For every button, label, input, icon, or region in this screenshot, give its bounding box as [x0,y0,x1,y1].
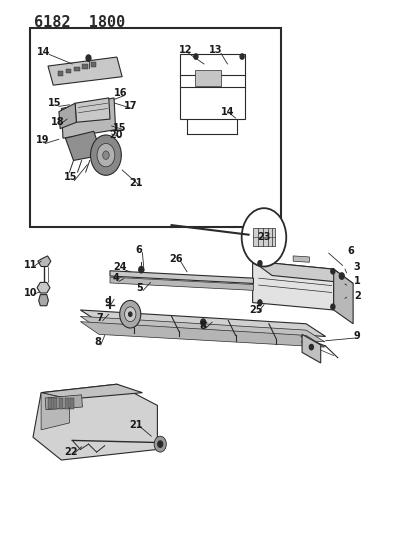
Circle shape [258,300,262,305]
Polygon shape [41,384,142,399]
Circle shape [124,307,136,321]
Bar [48,398,52,409]
Circle shape [194,54,198,59]
Circle shape [258,261,262,266]
Text: 6: 6 [135,245,142,255]
Text: 9: 9 [354,332,361,342]
Bar [82,64,88,69]
Text: 1: 1 [354,276,361,286]
Text: 10: 10 [24,288,37,298]
Text: 7: 7 [96,313,103,324]
Circle shape [103,151,109,159]
Circle shape [331,304,335,310]
Text: 14: 14 [37,47,51,56]
Text: 5: 5 [137,282,143,293]
Text: 3: 3 [354,262,361,271]
Bar [253,228,275,246]
Polygon shape [38,256,51,266]
Polygon shape [41,393,69,430]
Bar [53,398,57,409]
Bar [91,62,96,67]
Circle shape [240,54,244,59]
Polygon shape [33,384,157,460]
Bar [66,69,71,74]
Circle shape [86,55,91,61]
Text: 15: 15 [113,123,126,133]
Polygon shape [39,295,49,306]
Bar [58,71,63,76]
Bar [74,67,80,71]
Text: 12: 12 [179,45,193,55]
Text: 14: 14 [221,107,234,117]
Polygon shape [80,321,325,347]
Circle shape [120,301,141,328]
Circle shape [129,312,132,317]
Polygon shape [45,395,82,410]
Text: 13: 13 [209,45,223,55]
Bar [64,398,69,409]
Text: 23: 23 [257,232,271,243]
Circle shape [201,319,206,325]
Text: 21: 21 [129,419,143,430]
Text: 25: 25 [249,305,263,315]
Text: 8: 8 [94,337,101,347]
Text: 26: 26 [170,254,183,263]
Circle shape [309,344,313,350]
Text: 15: 15 [64,172,78,182]
Polygon shape [253,261,334,310]
Bar [70,398,74,409]
Text: 2: 2 [354,291,361,301]
Polygon shape [37,282,50,293]
Polygon shape [334,269,353,324]
Polygon shape [65,131,102,160]
Text: 16: 16 [114,87,128,98]
Polygon shape [80,310,326,336]
Circle shape [154,436,166,452]
Polygon shape [110,271,253,284]
Circle shape [339,273,344,279]
Circle shape [331,269,335,274]
Polygon shape [302,334,321,363]
Polygon shape [110,277,253,290]
Text: 19: 19 [36,135,49,146]
Text: 6182  1800: 6182 1800 [34,14,125,30]
Text: 8: 8 [200,321,206,331]
Polygon shape [59,103,76,128]
Text: 24: 24 [113,262,126,271]
Circle shape [158,441,163,447]
Circle shape [91,135,121,175]
Circle shape [97,143,115,167]
Bar [59,398,63,409]
Polygon shape [80,317,325,342]
Polygon shape [61,98,115,138]
Text: 20: 20 [109,130,122,140]
Polygon shape [253,261,353,284]
Text: 15: 15 [48,98,62,108]
Polygon shape [48,57,122,85]
Circle shape [242,208,286,266]
Bar [195,70,222,86]
Text: 9: 9 [104,297,111,308]
Text: 18: 18 [51,117,64,127]
Circle shape [139,266,144,273]
Text: 22: 22 [64,447,78,457]
Polygon shape [293,256,309,262]
Text: 6: 6 [347,246,354,256]
Polygon shape [75,98,110,122]
Text: 11: 11 [24,261,37,270]
Text: 21: 21 [129,177,143,188]
Text: 17: 17 [124,101,138,111]
Bar [30,28,281,227]
Text: 4: 4 [112,273,119,283]
